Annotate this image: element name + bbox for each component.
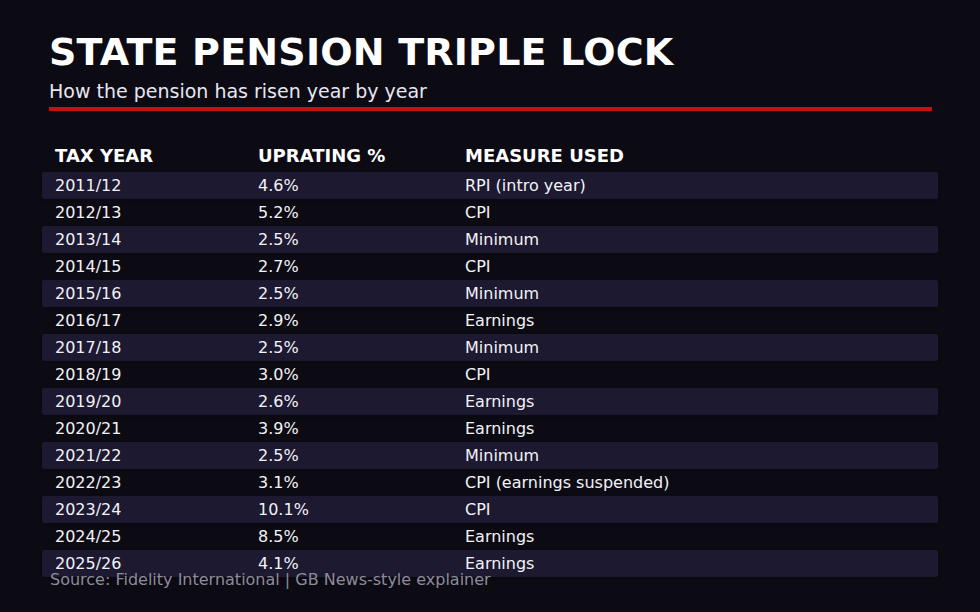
cell-uprating-percent: 3.0% bbox=[258, 365, 465, 384]
cell-measure-used: Minimum bbox=[465, 338, 938, 357]
column-header-measure: MEASURE USED bbox=[465, 145, 938, 166]
table-row: 2016/172.9%Earnings bbox=[42, 307, 938, 334]
table-body: 2011/124.6%RPI (intro year)2012/135.2%CP… bbox=[42, 172, 938, 577]
cell-uprating-percent: 2.5% bbox=[258, 446, 465, 465]
cell-measure-used: CPI bbox=[465, 257, 938, 276]
cell-tax-year: 2019/20 bbox=[42, 392, 258, 411]
cell-tax-year: 2024/25 bbox=[42, 527, 258, 546]
source-caption: Source: Fidelity International | GB News… bbox=[50, 570, 491, 589]
cell-tax-year: 2023/24 bbox=[42, 500, 258, 519]
table-row: 2022/233.1%CPI (earnings suspended) bbox=[42, 469, 938, 496]
cell-measure-used: Earnings bbox=[465, 554, 938, 573]
cell-measure-used: Earnings bbox=[465, 392, 938, 411]
cell-tax-year: 2013/14 bbox=[42, 230, 258, 249]
page-title: STATE PENSION TRIPLE LOCK bbox=[49, 30, 673, 74]
table-row: 2013/142.5%Minimum bbox=[42, 226, 938, 253]
cell-uprating-percent: 2.9% bbox=[258, 311, 465, 330]
table-row: 2024/258.5%Earnings bbox=[42, 523, 938, 550]
cell-tax-year: 2018/19 bbox=[42, 365, 258, 384]
cell-uprating-percent: 2.6% bbox=[258, 392, 465, 411]
accent-divider bbox=[49, 107, 932, 111]
cell-tax-year: 2016/17 bbox=[42, 311, 258, 330]
cell-measure-used: CPI bbox=[465, 500, 938, 519]
cell-measure-used: Earnings bbox=[465, 311, 938, 330]
cell-uprating-percent: 4.6% bbox=[258, 176, 465, 195]
cell-uprating-percent: 5.2% bbox=[258, 203, 465, 222]
cell-measure-used: Minimum bbox=[465, 446, 938, 465]
table-row: 2020/213.9%Earnings bbox=[42, 415, 938, 442]
cell-uprating-percent: 3.9% bbox=[258, 419, 465, 438]
cell-measure-used: Earnings bbox=[465, 527, 938, 546]
cell-measure-used: CPI (earnings suspended) bbox=[465, 473, 938, 492]
column-header-tax-year: TAX YEAR bbox=[42, 145, 258, 166]
cell-uprating-percent: 8.5% bbox=[258, 527, 465, 546]
cell-uprating-percent: 2.5% bbox=[258, 338, 465, 357]
cell-measure-used: RPI (intro year) bbox=[465, 176, 938, 195]
cell-measure-used: Minimum bbox=[465, 284, 938, 303]
cell-measure-used: CPI bbox=[465, 203, 938, 222]
table-row: 2015/162.5%Minimum bbox=[42, 280, 938, 307]
page-subtitle: How the pension has risen year by year bbox=[49, 80, 427, 102]
cell-tax-year: 2011/12 bbox=[42, 176, 258, 195]
table-row: 2012/135.2%CPI bbox=[42, 199, 938, 226]
cell-uprating-percent: 2.7% bbox=[258, 257, 465, 276]
cell-tax-year: 2014/15 bbox=[42, 257, 258, 276]
cell-tax-year: 2012/13 bbox=[42, 203, 258, 222]
cell-tax-year: 2015/16 bbox=[42, 284, 258, 303]
column-header-uprating: UPRATING % bbox=[258, 145, 465, 166]
pension-table: TAX YEAR UPRATING % MEASURE USED 2011/12… bbox=[42, 138, 938, 577]
cell-tax-year: 2021/22 bbox=[42, 446, 258, 465]
table-row: 2014/152.7%CPI bbox=[42, 253, 938, 280]
table-row: 2021/222.5%Minimum bbox=[42, 442, 938, 469]
cell-tax-year: 2022/23 bbox=[42, 473, 258, 492]
table-row: 2019/202.6%Earnings bbox=[42, 388, 938, 415]
table-row: 2023/2410.1%CPI bbox=[42, 496, 938, 523]
cell-tax-year: 2017/18 bbox=[42, 338, 258, 357]
cell-uprating-percent: 2.5% bbox=[258, 284, 465, 303]
table-header-row: TAX YEAR UPRATING % MEASURE USED bbox=[42, 138, 938, 172]
cell-uprating-percent: 2.5% bbox=[258, 230, 465, 249]
cell-uprating-percent: 10.1% bbox=[258, 500, 465, 519]
infographic-canvas: STATE PENSION TRIPLE LOCK How the pensio… bbox=[0, 0, 980, 612]
table-row: 2011/124.6%RPI (intro year) bbox=[42, 172, 938, 199]
cell-uprating-percent: 3.1% bbox=[258, 473, 465, 492]
cell-tax-year: 2020/21 bbox=[42, 419, 258, 438]
cell-measure-used: CPI bbox=[465, 365, 938, 384]
table-row: 2018/193.0%CPI bbox=[42, 361, 938, 388]
cell-measure-used: Minimum bbox=[465, 230, 938, 249]
table-row: 2017/182.5%Minimum bbox=[42, 334, 938, 361]
cell-measure-used: Earnings bbox=[465, 419, 938, 438]
